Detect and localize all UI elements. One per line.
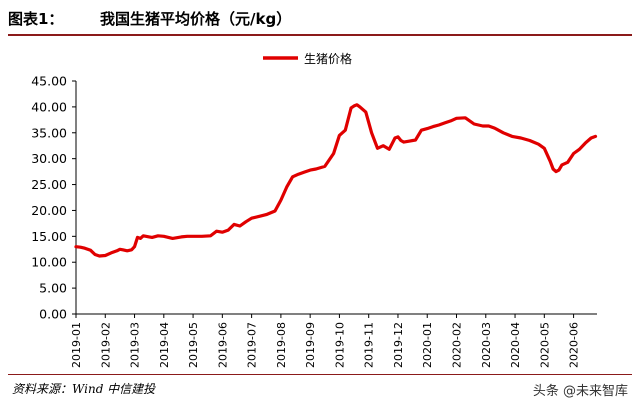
x-axis-ticks: 2019-01 2019-02 2019-03 2019-04 2019-05 2019-… [70,314,581,368]
x-tick-label: 2019-11 [363,322,376,368]
figure-header: 图表1： 我国生猪平均价格（元/kg） [8,6,632,32]
chart-legend: 生猪价格 [263,51,352,66]
header-rule [8,34,632,36]
x-tick-label: 2019-01 [70,322,83,368]
y-tick-label: 15.00 [31,229,67,244]
x-tick-label: 2020-03 [480,322,493,368]
line-chart: 生猪价格 0.00 5.00 10.00 15.00 20.00 25.00 30.00 35… [31,51,598,368]
y-tick-label: 20.00 [31,203,67,218]
y-tick-label: 30.00 [31,151,67,166]
x-tick-label: 2019-10 [333,322,346,368]
x-tick-label: 2019-05 [187,322,200,368]
footer-rule [8,374,632,375]
figure-number: 图表1： [8,10,64,28]
y-tick-label: 35.00 [31,125,67,140]
chart-axes [75,81,597,315]
y-tick-label: 5.00 [39,281,67,296]
x-tick-label: 2019-08 [275,322,288,368]
x-tick-label: 2020-02 [451,322,464,368]
x-tick-label: 2019-02 [99,322,112,368]
y-tick-label: 40.00 [31,99,67,114]
watermark: 头条 @未来智库 [532,384,628,399]
x-tick-label: 2019-07 [246,322,259,368]
figure-title: 我国生猪平均价格（元/kg） [100,10,292,28]
x-tick-label: 2019-04 [158,322,171,368]
x-tick-label: 2020-01 [421,322,434,368]
y-tick-label: 10.00 [31,255,67,270]
source-note: 资料来源：Wind 中信建投 [12,382,156,396]
x-tick-label: 2020-05 [538,322,551,368]
x-tick-label: 2019-03 [129,322,142,368]
y-axis-ticks: 0.00 5.00 10.00 15.00 20.00 25.00 30.00 35.00 40… [31,74,76,322]
x-tick-label: 2020-04 [509,322,522,368]
x-tick-label: 2019-09 [304,322,317,368]
x-tick-label: 2019-06 [216,322,229,368]
x-tick-label: 2020-06 [568,322,581,368]
legend-label: 生猪价格 [304,51,352,66]
y-tick-label: 25.00 [31,177,67,192]
y-tick-label: 45.00 [31,74,67,89]
series-line-pig-price [74,103,598,258]
x-tick-label: 2019-12 [392,322,405,368]
y-tick-label: 0.00 [39,307,67,322]
